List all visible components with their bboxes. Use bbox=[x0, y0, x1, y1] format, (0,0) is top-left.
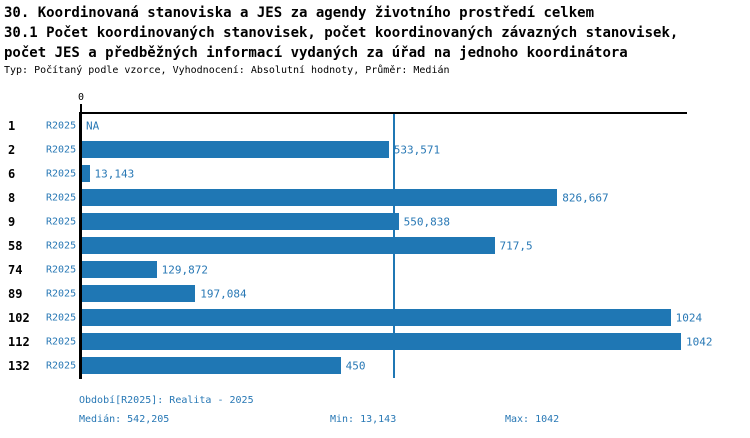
bar-row: 2 R2025 533,571 bbox=[0, 138, 750, 162]
bar-row: 8 R2025 826,667 bbox=[0, 186, 750, 210]
row-period-label: R2025 bbox=[46, 216, 77, 228]
row-id-label: 9 bbox=[8, 215, 16, 229]
chart-meta-line: Typ: Počítaný podle vzorce, Vyhodnocení:… bbox=[4, 65, 450, 76]
bar bbox=[82, 165, 90, 182]
row-id-label: 102 bbox=[8, 311, 30, 325]
bar-row: 112 R2025 1042 bbox=[0, 330, 750, 354]
bar-value-label: 129,872 bbox=[161, 263, 209, 277]
bar bbox=[82, 189, 558, 206]
bar-value-label: 550,838 bbox=[403, 215, 450, 229]
bar bbox=[82, 357, 341, 374]
bar bbox=[82, 237, 495, 254]
bar bbox=[82, 309, 671, 326]
footer-min-label: Min: 13,143 bbox=[330, 414, 397, 425]
bar-row: 1 R2025 NA bbox=[0, 114, 750, 138]
row-period-label: R2025 bbox=[46, 264, 77, 276]
bar-row: 102 R2025 1024 bbox=[0, 306, 750, 330]
bar-row: 58 R2025 717,5 bbox=[0, 234, 750, 258]
row-period-label: R2025 bbox=[46, 240, 77, 252]
bar bbox=[82, 213, 399, 230]
row-period-label: R2025 bbox=[46, 336, 77, 348]
bar bbox=[82, 261, 157, 278]
row-period-label: R2025 bbox=[46, 360, 77, 372]
title-line-2: 30.1 Počet koordinovaných stanovisek, po… bbox=[4, 25, 679, 41]
bar-value-label: 1024 bbox=[675, 311, 703, 325]
row-period-label: R2025 bbox=[46, 120, 77, 132]
row-id-label: 1 bbox=[8, 119, 16, 133]
row-period-label: R2025 bbox=[46, 312, 77, 324]
row-id-label: 112 bbox=[8, 335, 30, 349]
bar-row: 89 R2025 197,084 bbox=[0, 282, 750, 306]
row-id-label: 6 bbox=[8, 167, 16, 181]
bar-value-label: 197,084 bbox=[200, 287, 247, 301]
row-id-label: 2 bbox=[8, 143, 16, 157]
y-axis-line bbox=[79, 112, 82, 379]
footer-period-label: Období[R2025]: Realita - 2025 bbox=[79, 395, 254, 406]
bar-row: 9 R2025 550,838 bbox=[0, 210, 750, 234]
row-period-label: R2025 bbox=[46, 168, 77, 180]
row-id-label: 89 bbox=[8, 287, 23, 301]
footer-max-label: Max: 1042 bbox=[505, 414, 560, 425]
row-id-label: 8 bbox=[8, 191, 16, 205]
bar-value-label: NA bbox=[86, 119, 100, 133]
row-id-label: 58 bbox=[8, 239, 23, 253]
bar bbox=[82, 141, 389, 158]
bar-value-label: 717,5 bbox=[499, 239, 533, 253]
bar-rows: 1 R2025 NA 2 R2025 533,571 6 R2025 13,14… bbox=[0, 114, 750, 378]
bar bbox=[82, 285, 196, 302]
bar bbox=[82, 333, 681, 350]
row-period-label: R2025 bbox=[46, 192, 77, 204]
title-line-3: počet JES a předběžných informací vydaný… bbox=[4, 45, 628, 61]
row-id-label: 74 bbox=[8, 263, 23, 277]
bar-row: 74 R2025 129,872 bbox=[0, 258, 750, 282]
bar-row: 132 R2025 450 bbox=[0, 354, 750, 378]
row-period-label: R2025 bbox=[46, 144, 77, 156]
row-period-label: R2025 bbox=[46, 288, 77, 300]
title-line-1: 30. Koordinovaná stanoviska a JES za age… bbox=[4, 5, 595, 21]
bar-value-label: 1042 bbox=[686, 335, 713, 349]
x-axis-zero-tick bbox=[80, 104, 82, 113]
bar-row: 6 R2025 13,143 bbox=[0, 162, 750, 186]
bar-value-label: 826,667 bbox=[562, 191, 609, 205]
bar-value-label: 533,571 bbox=[393, 143, 441, 157]
bar-value-label: 450 bbox=[345, 359, 366, 373]
x-axis-zero-label: 0 bbox=[77, 92, 85, 103]
row-id-label: 132 bbox=[8, 359, 30, 373]
page-title: 30. Koordinovaná stanoviska a JES za age… bbox=[4, 3, 678, 63]
x-axis-line bbox=[81, 112, 687, 114]
footer-median-label: Medián: 542,205 bbox=[79, 414, 170, 425]
bar-value-label: 13,143 bbox=[94, 167, 135, 181]
